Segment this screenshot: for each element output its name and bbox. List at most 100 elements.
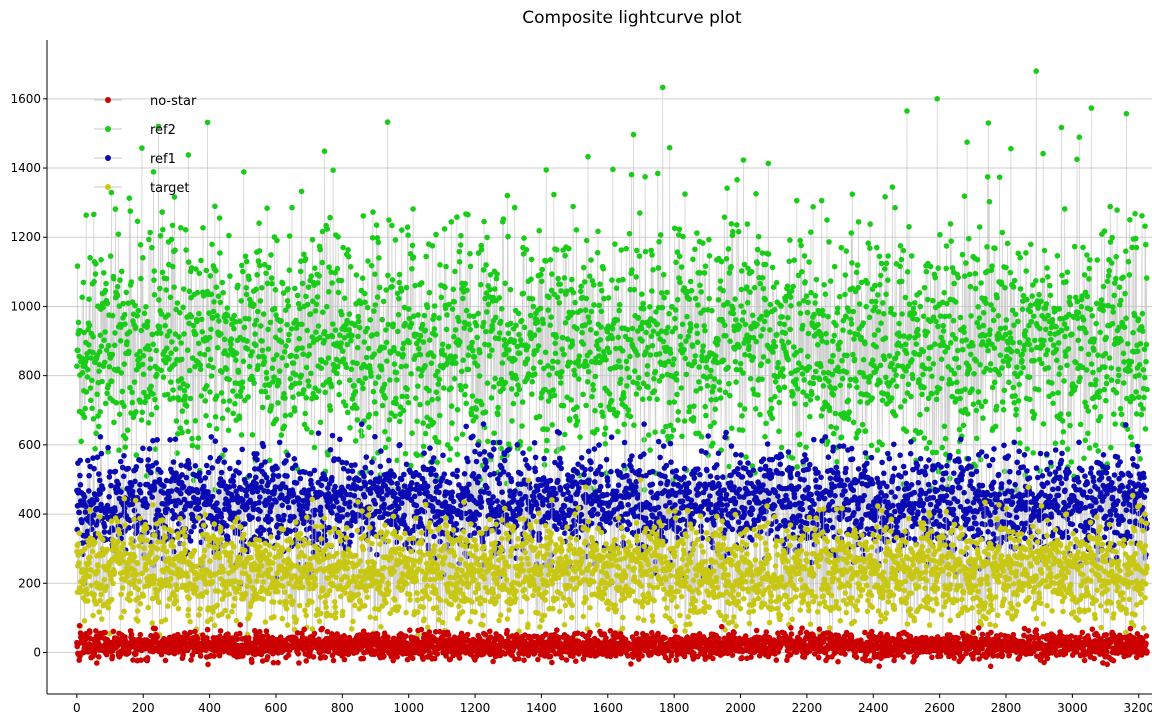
data-point [924,296,931,303]
data-point [491,470,497,477]
data-point [170,395,177,401]
data-point [208,373,215,379]
data-point [352,388,359,395]
data-point [494,498,500,504]
data-point [843,369,850,376]
data-point [187,538,194,544]
data-point [521,235,527,241]
data-point [435,396,441,402]
data-point [202,398,209,404]
data-point [351,493,358,499]
data-point [654,321,661,327]
data-point [744,299,751,306]
data-point [904,108,910,114]
data-point [516,331,522,338]
data-point [869,395,875,401]
data-point [839,375,846,382]
data-point [1082,437,1089,444]
data-point [744,221,751,227]
data-point [570,203,576,210]
data-point [92,271,99,277]
data-point [238,298,244,304]
data-point [760,285,767,292]
data-point [649,481,656,488]
data-point [454,214,460,220]
data-point [1061,206,1068,212]
data-point [983,300,989,307]
data-point [327,214,333,221]
data-point [178,490,184,497]
data-point [962,273,968,280]
data-point [212,414,219,420]
data-point [1080,317,1087,323]
data-point [878,260,885,267]
data-point [150,169,157,175]
data-point [287,376,294,382]
data-point [266,495,273,501]
data-point [657,454,663,461]
data-point [261,359,268,365]
data-point [418,373,424,379]
data-point [897,263,903,270]
data-point [179,408,186,414]
data-point [493,314,499,321]
data-point [122,321,128,327]
data-point [1104,374,1110,380]
data-point [639,338,645,344]
data-point [771,338,777,345]
data-point [360,213,367,219]
data-point [676,226,683,233]
data-point [135,307,142,314]
data-point [422,327,429,334]
data-point [400,407,407,414]
data-point [275,400,281,406]
data-point [554,294,561,301]
data-point [709,307,715,314]
data-point [220,289,226,296]
data-point [101,523,108,530]
data-point [264,205,270,211]
data-point [149,244,155,251]
data-point [515,310,522,317]
data-point [216,318,222,324]
data-point [393,400,400,407]
data-point [536,413,543,420]
data-point [106,494,112,500]
data-point [590,282,597,288]
data-point [596,442,602,448]
data-point [791,257,797,264]
data-point [405,399,412,406]
data-point [344,317,350,324]
data-point [1003,264,1009,271]
data-point [278,339,285,345]
data-point [241,324,248,331]
data-point [586,477,592,484]
data-point [980,310,987,316]
data-point [762,296,769,303]
data-point [436,376,443,383]
data-point [1140,406,1146,412]
data-point [743,284,750,290]
data-point [463,423,470,430]
data-point [902,294,909,301]
data-point [308,273,315,280]
data-point [231,325,237,332]
data-point [176,334,182,340]
data-point [475,442,482,448]
data-point [519,423,525,429]
data-point [786,258,792,265]
data-point [679,433,685,440]
data-point [804,309,811,316]
data-point [1135,316,1142,322]
data-point [115,481,122,488]
data-point [129,399,136,406]
data-point [574,325,580,332]
data-point [774,331,780,338]
data-point [794,197,800,204]
data-point [882,266,888,272]
data-point [100,486,106,492]
data-point [760,354,767,360]
data-point [335,234,341,240]
data-point [285,286,291,292]
data-point [531,494,537,501]
